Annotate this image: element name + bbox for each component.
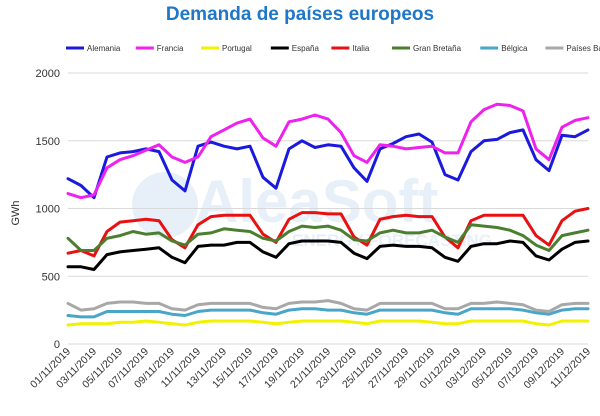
watermark-logo: AleaSoft ENERGY FORECASTING (132, 168, 492, 250)
legend-label: Portugal (222, 44, 252, 53)
y-tick-label: 2000 (36, 68, 60, 80)
legend-label: Bélgica (501, 44, 528, 53)
y-tick-label: 0 (54, 339, 60, 351)
watermark-brand: AleaSoft (195, 168, 438, 235)
y-tick-labels: 0 500 1000 1500 2000 (36, 68, 60, 351)
series-line-gran-bretana (66, 223, 590, 252)
series-line-italia (66, 207, 590, 258)
series-lines (66, 102, 590, 327)
legend-label: Países Bajos (566, 44, 600, 53)
legend-label: Alemania (87, 44, 121, 53)
y-tick-label: 1500 (36, 136, 60, 148)
legend-label: Gran Bretaña (413, 44, 462, 53)
legend-label: Francia (157, 44, 184, 53)
series-line-espana (66, 239, 590, 271)
y-tick-label: 500 (42, 271, 60, 283)
legend-label: España (292, 44, 320, 53)
grid-lines (68, 72, 588, 345)
series-line-belgica (66, 307, 590, 319)
series-line-francia (66, 102, 590, 200)
series-line-portugal (66, 319, 590, 327)
y-tick-label: 1000 (36, 204, 60, 216)
y-axis-label: GWh (10, 200, 22, 225)
x-tick-labels: 01/11/201903/11/201905/11/201907/11/2019… (28, 346, 593, 392)
series-line-alemania (66, 128, 590, 200)
legend-label: Italia (352, 44, 369, 53)
chart-title: Demanda de países europeos (165, 4, 435, 25)
legend: Alemania Francia Portugal España Italia Gran … (66, 44, 600, 53)
series-line-paises-bajos (66, 299, 590, 313)
